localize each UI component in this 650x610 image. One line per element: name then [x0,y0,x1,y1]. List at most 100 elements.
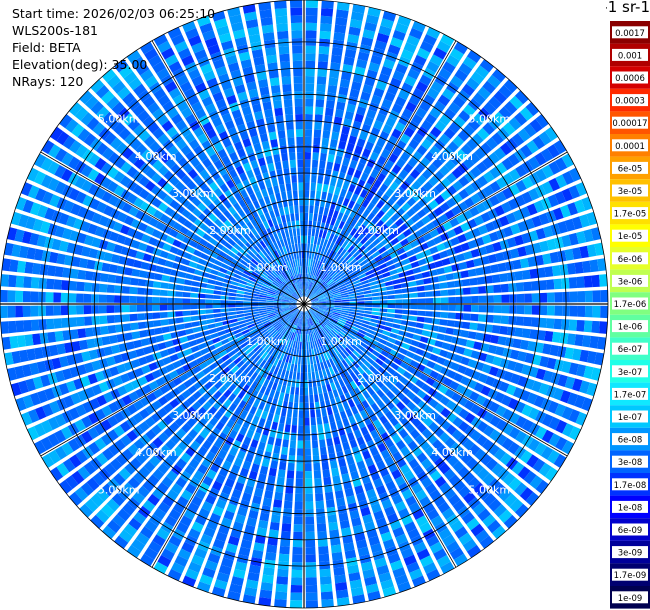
data-cell [202,439,213,450]
data-cell [413,54,427,67]
data-cell [322,273,328,281]
data-cell [327,322,335,328]
data-cell [393,318,402,324]
data-cell [106,315,115,324]
data-cell [336,497,346,507]
data-cell [433,426,445,438]
data-cell [538,280,547,291]
data-cell [515,316,524,326]
data-cell [424,255,434,264]
data-cell [309,293,316,300]
data-cell [382,473,393,484]
data-cell [380,66,393,77]
data-cell [47,331,57,343]
data-cell [7,305,16,318]
data-cell [429,489,442,501]
data-cell [193,470,205,482]
data-cell [423,192,434,203]
data-cell [568,409,581,423]
data-cell [162,333,172,341]
data-cell [304,174,310,183]
data-cell [383,228,393,237]
data-cell [313,462,321,471]
data-cell [320,454,328,463]
data-cell [455,447,467,459]
data-cell [411,203,422,213]
data-cell [304,357,307,365]
data-cell [383,255,392,263]
data-cell [334,412,341,422]
data-cell [312,159,319,168]
data-cell [463,296,472,303]
data-cell [250,371,258,381]
data-cell [359,341,368,349]
data-cell [378,25,392,36]
data-cell [411,113,423,125]
data-cell [480,142,493,155]
data-cell [509,294,517,303]
data-cell [357,419,366,429]
data-cell [406,412,417,422]
data-cell [452,135,465,148]
data-cell [343,542,355,552]
data-cell [328,452,337,462]
data-cell [159,312,168,319]
data-cell [312,447,319,456]
data-cell [304,417,310,426]
data-cell [410,339,420,347]
data-cell [15,275,25,288]
data-cell [428,398,439,409]
data-cell [213,313,222,318]
data-cell [394,381,404,390]
data-cell [86,259,96,270]
data-cell [325,294,334,298]
data-cell [300,228,304,236]
data-cell [425,113,437,125]
data-cell [368,102,379,112]
data-cell [364,300,373,304]
data-cell [311,275,315,283]
data-cell [443,334,453,343]
data-cell [416,316,425,323]
data-cell [212,538,225,550]
data-cell [316,278,322,286]
data-cell [502,472,516,486]
data-cell [366,357,375,365]
data-cell [268,69,279,79]
data-cell [380,193,390,204]
data-cell [367,134,378,144]
data-cell [304,387,309,396]
data-cell [433,304,441,311]
data-cell [356,270,365,277]
data-cell [213,290,222,295]
data-cell [376,258,385,266]
data-cell [337,281,345,287]
data-cell [259,465,269,475]
data-cell [583,320,593,333]
data-cell [410,168,421,180]
data-cell [278,326,285,334]
data-cell [338,172,346,181]
data-cell [429,145,441,157]
data-cell [296,318,300,326]
data-cell [416,452,428,464]
data-cell [324,275,331,283]
data-cell [434,414,445,426]
data-cell [343,263,351,271]
device-text: WLS200s-181 [12,23,98,38]
data-cell [464,412,476,424]
data-cell [167,304,175,311]
field-text: Field: BETA [12,40,81,55]
data-cell [289,600,303,608]
data-cell [516,293,525,303]
data-cell [144,312,153,320]
data-cell [296,136,303,145]
data-cell [290,236,295,245]
data-cell [299,387,304,396]
data-cell [295,486,303,494]
data-cell [213,455,224,466]
data-cell [281,369,286,378]
data-cell [395,299,403,304]
data-cell [304,288,307,297]
data-cell [380,385,390,394]
